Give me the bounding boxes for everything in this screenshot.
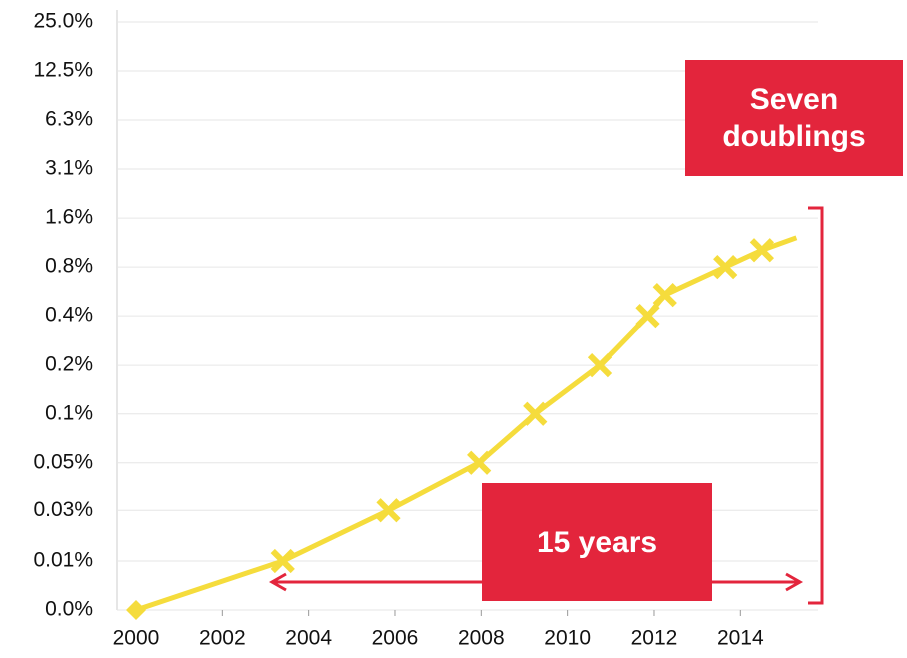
marker — [270, 548, 295, 574]
y-tick-label: 12.5% — [33, 59, 93, 82]
x-tick-label: 2012 — [631, 627, 678, 650]
marker — [749, 238, 775, 263]
marker — [587, 352, 613, 378]
y-tick-label: 0.1% — [45, 401, 93, 424]
y-tick-label: 0.0% — [45, 598, 93, 621]
y-tick-label: 0.2% — [45, 353, 93, 376]
y-tick-label: 0.01% — [33, 549, 93, 572]
marker — [125, 600, 146, 620]
annotation-box: 15 years — [482, 483, 712, 601]
y-tick-label: 0.05% — [33, 450, 93, 473]
x-tick-label: 2014 — [717, 627, 764, 650]
x-tick-label: 2004 — [285, 627, 332, 650]
y-tick-label: 3.1% — [45, 157, 93, 180]
marker — [523, 401, 548, 426]
y-tick-label: 25.0% — [33, 10, 93, 33]
marker — [376, 498, 401, 523]
y-tick-label: 1.6% — [45, 206, 93, 229]
y-tick-label: 0.03% — [33, 498, 93, 521]
marker — [652, 282, 677, 308]
marker — [635, 303, 660, 329]
y-tick-label: 0.8% — [45, 255, 93, 278]
x-tick-label: 2000 — [113, 627, 160, 650]
marker — [467, 450, 492, 475]
y-tick-label: 6.3% — [45, 108, 93, 131]
annotation-box: Seven doublings — [685, 60, 903, 176]
x-tick-label: 2008 — [458, 627, 505, 650]
x-tick-label: 2006 — [372, 627, 419, 650]
x-tick-label: 2010 — [544, 627, 591, 650]
marker — [713, 254, 738, 280]
y-tick-label: 0.4% — [45, 304, 93, 327]
x-tick-label: 2002 — [199, 627, 246, 650]
